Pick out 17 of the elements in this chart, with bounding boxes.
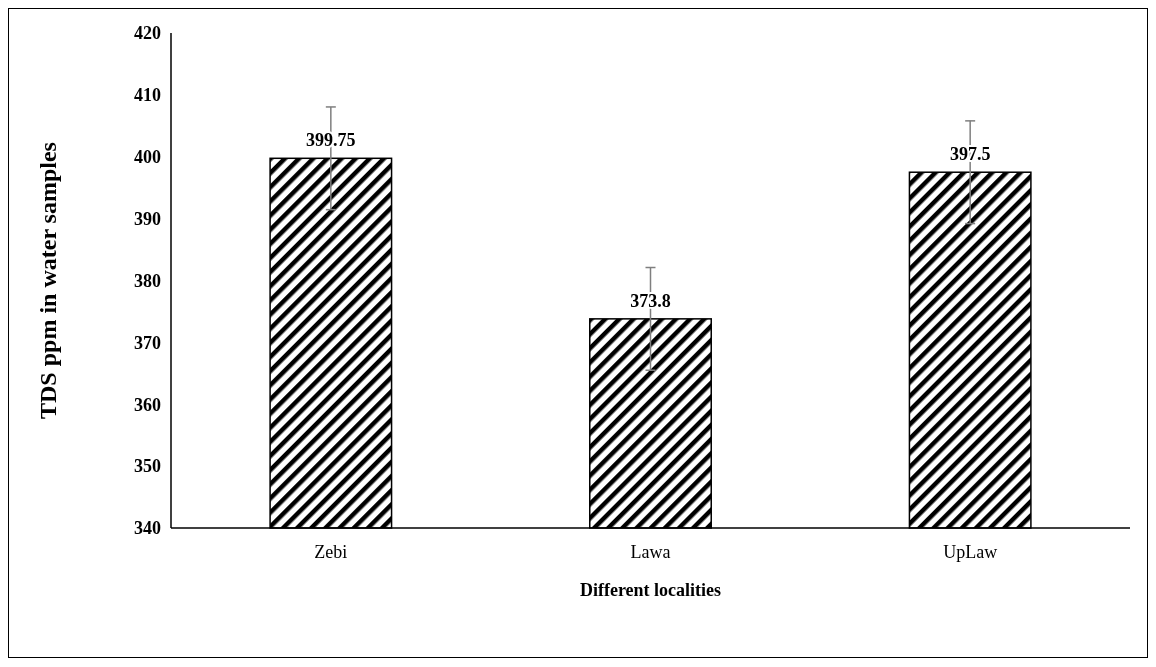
- x-axis-title: Different localities: [579, 580, 722, 600]
- x-tick-label: UpLaw: [943, 542, 998, 562]
- data-label: 373.8: [630, 290, 671, 311]
- data-label: 399.75: [306, 130, 356, 151]
- y-axis-title: TDS ppm in water samples: [35, 142, 61, 419]
- y-tick-label: 410: [134, 85, 161, 106]
- x-tick-label: Zebi: [314, 542, 348, 562]
- data-label: 397.5: [949, 144, 991, 165]
- y-tick-label: 350: [134, 456, 161, 477]
- y-tick-label: 390: [134, 208, 161, 229]
- y-tick-label: 420: [134, 23, 161, 44]
- y-tick-label: 360: [134, 394, 161, 415]
- y-tick-label: 400: [134, 147, 161, 168]
- y-tick-label: 380: [134, 270, 161, 291]
- y-tick-label: 370: [134, 332, 161, 353]
- y-tick-label: 340: [134, 518, 161, 539]
- x-tick-label: Lawa: [630, 542, 671, 562]
